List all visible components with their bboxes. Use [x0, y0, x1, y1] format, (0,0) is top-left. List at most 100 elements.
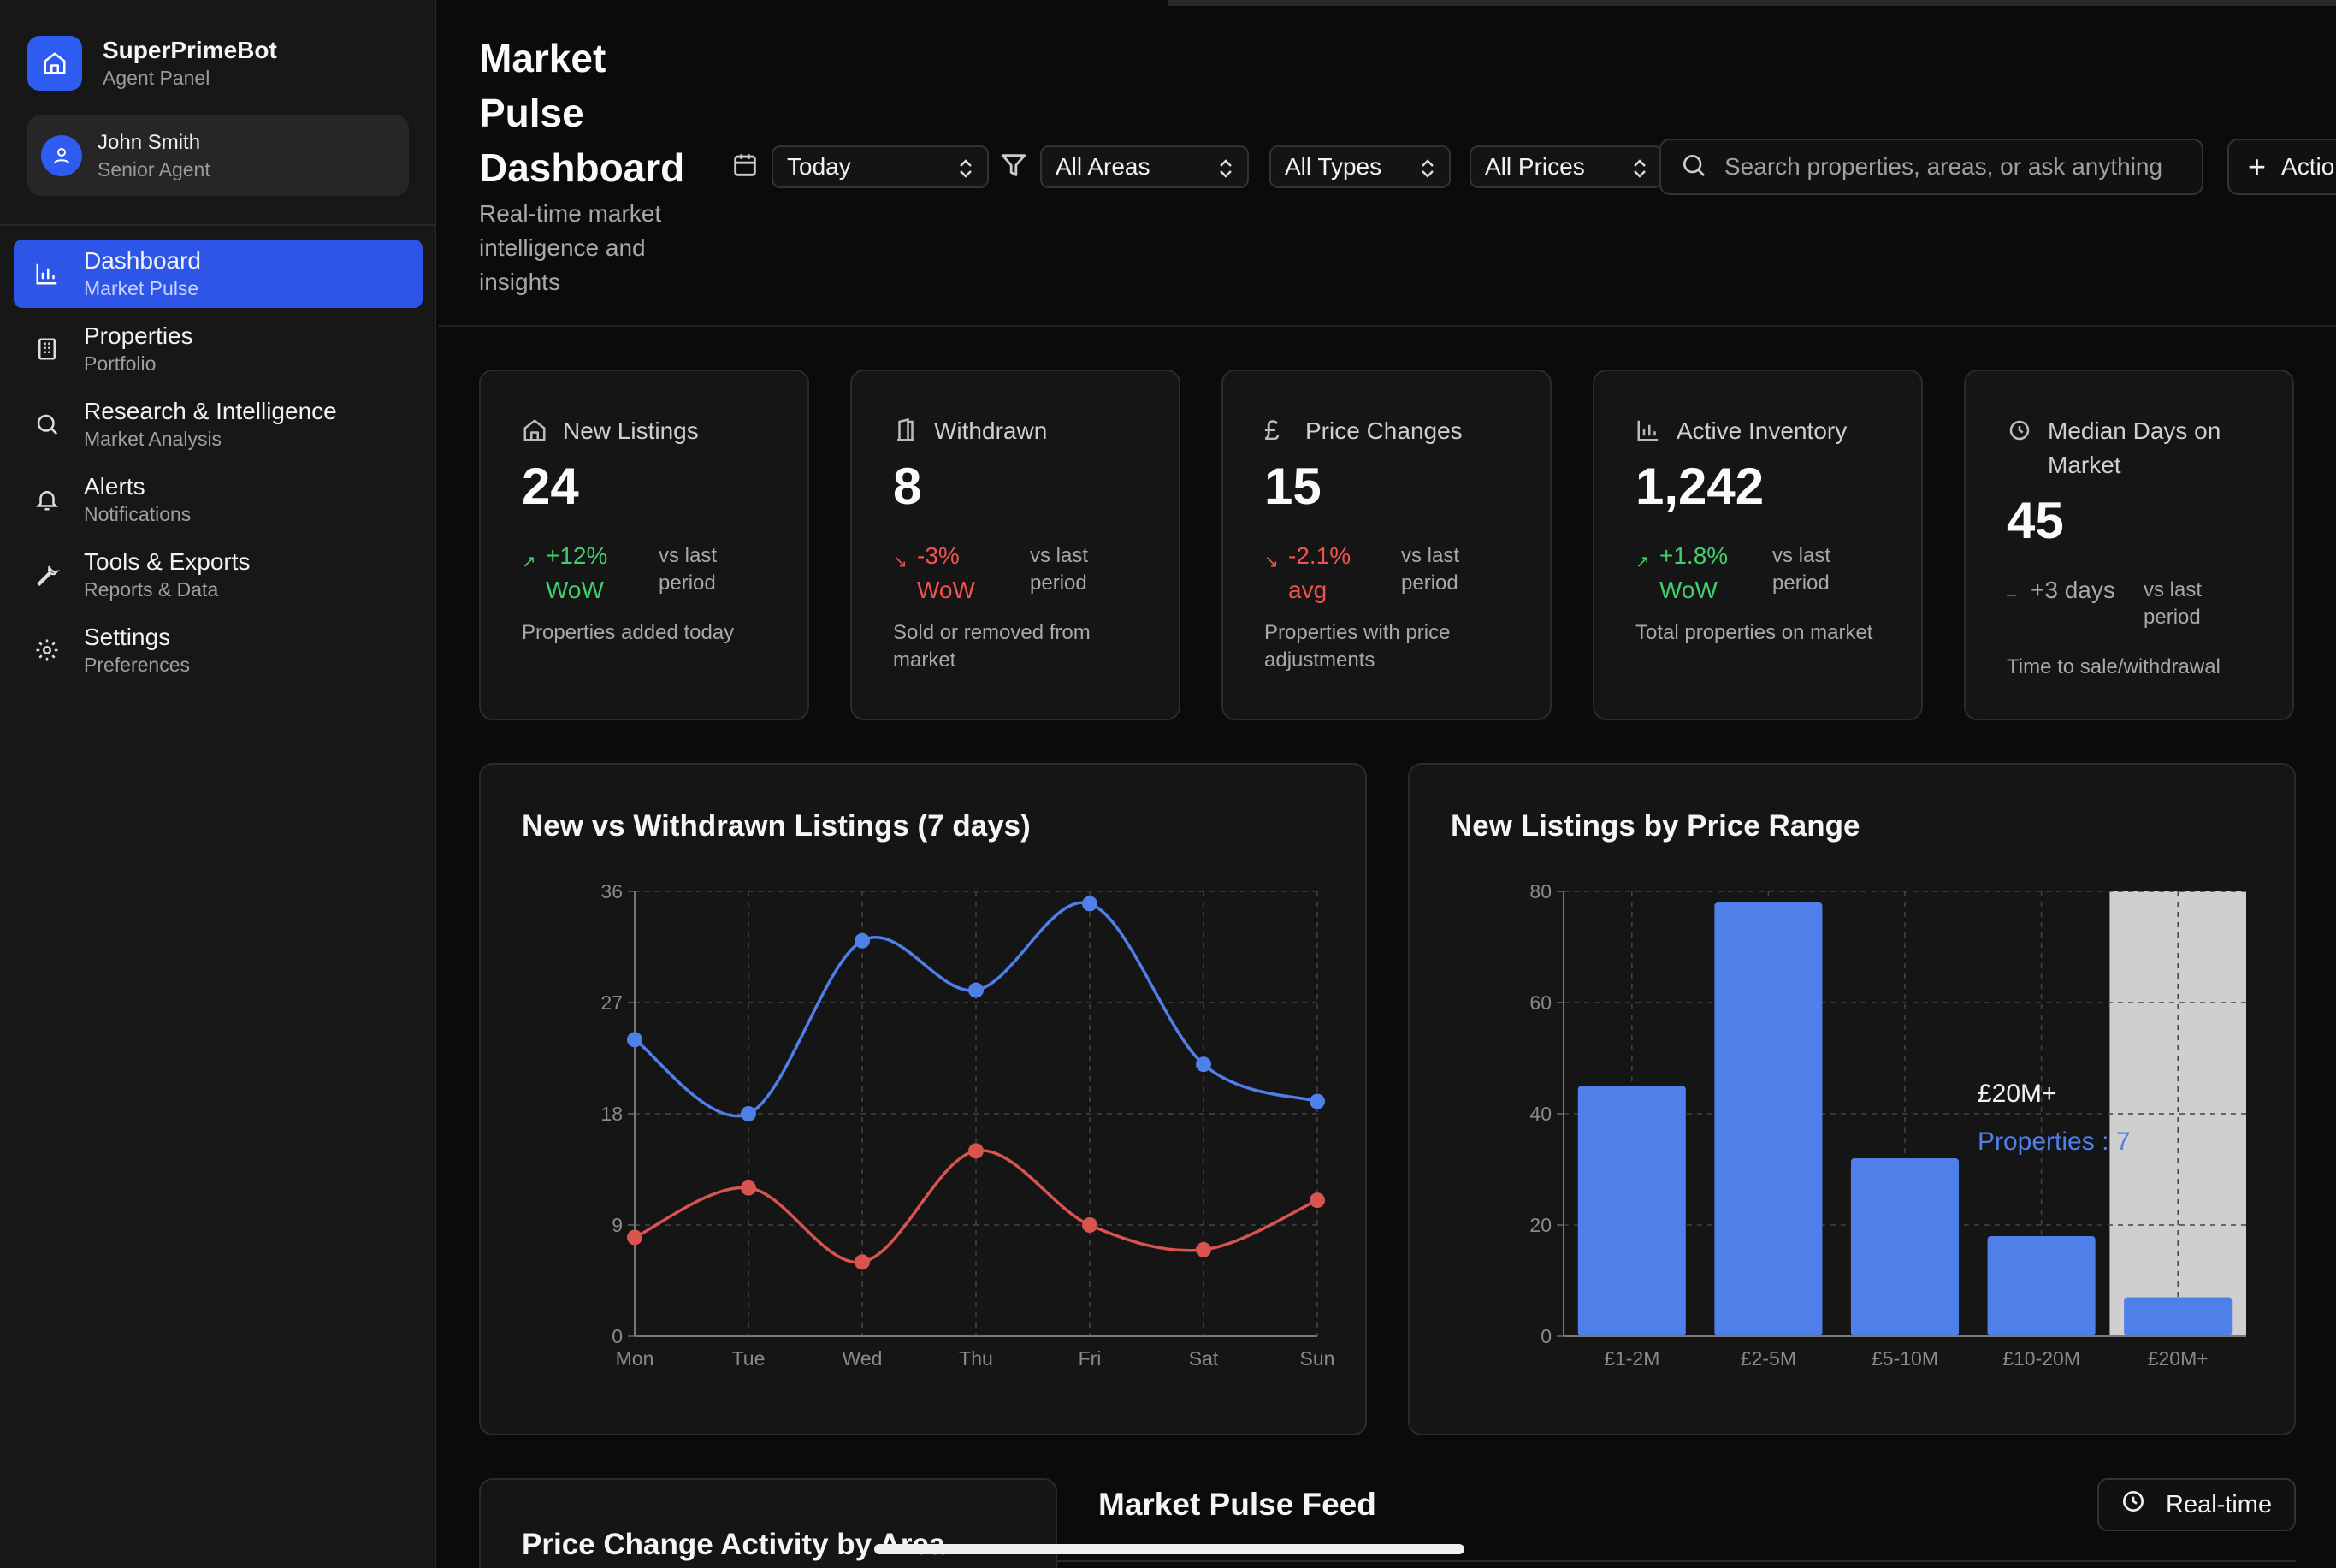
trend-up-icon: ↗ [1635, 553, 1650, 571]
data-point-new [1082, 896, 1097, 912]
actions-button-label: Actions [2281, 153, 2336, 180]
user-role: Senior Agent [98, 157, 210, 180]
price-change-activity-card: Price Change Activity by Area [479, 1478, 1057, 1568]
line-chart[interactable]: 0 9 18 27 36 Mon Tue Wed Thu Fri Sat Sun [481, 765, 1369, 1437]
type-filter-select[interactable]: All Types [1269, 145, 1451, 188]
sidebar-item-dashboard[interactable]: Dashboard Market Pulse [14, 240, 423, 308]
kpi-comparison: vs last period [659, 544, 718, 595]
data-point-new [741, 1106, 756, 1121]
sidebar-item-settings[interactable]: Settings Preferences [14, 616, 423, 684]
y-tick-label: 20 [1529, 1214, 1552, 1236]
kpi-value: 1,242 [1635, 458, 1765, 515]
series-line-withdrawn [634, 1149, 1318, 1264]
data-point-new [627, 1032, 642, 1048]
search-box [1659, 139, 2203, 195]
kpi-description: Time to sale/withdrawal [2007, 655, 2221, 678]
y-tick-label: 18 [600, 1103, 623, 1125]
feed-divider [1056, 1560, 2296, 1562]
kpi-card-active-inventory[interactable]: Active Inventory 1,242 ↗ +1.8% WoW vs la… [1593, 370, 1923, 720]
clock-icon [2007, 417, 2032, 443]
sidebar-item-properties[interactable]: Properties Portfolio [14, 315, 423, 383]
kpi-comparison: vs last period [1401, 544, 1460, 595]
sidebar-item-sublabel: Market Pulse [84, 277, 199, 299]
sidebar: SuperPrimeBot Agent Panel John Smith Sen… [0, 0, 436, 1568]
sidebar-item-sublabel: Preferences [84, 654, 191, 676]
tooltip-title: £20M+ [1978, 1080, 2057, 1108]
bar-chart-card: New Listings by Price Range 0 20 40 60 80 £1-… [1408, 763, 2296, 1435]
kpi-card-withdrawn[interactable]: Withdrawn 8 ↘ -3% WoW vs last period Sol… [850, 370, 1180, 720]
sidebar-item-label: Alerts [84, 473, 145, 500]
kpi-description: Total properties on market [1635, 621, 1873, 644]
bar-chart[interactable]: 0 20 40 60 80 £1-2M £2-5M £5-10M £10-20M £20M+ £20… [1410, 765, 2298, 1437]
x-tick-label: £1-2M [1604, 1347, 1659, 1370]
y-tick-label: 40 [1529, 1103, 1552, 1125]
realtime-button-label: Real-time [2166, 1490, 2273, 1518]
price-filter-select[interactable]: All Prices [1470, 145, 1663, 188]
sidebar-item-tools[interactable]: Tools & Exports Reports & Data [14, 541, 423, 609]
sidebar-nav: Dashboard Market Pulse Properties Portfo… [14, 240, 423, 691]
bar [1714, 902, 1823, 1336]
trend-up-icon: ↗ [522, 553, 536, 571]
kpi-change: +1.8% WoW [1659, 542, 1729, 603]
kpi-title: Withdrawn [934, 417, 1048, 444]
brand-subtitle: Agent Panel [103, 67, 210, 89]
user-card[interactable]: John Smith Senior Agent [27, 115, 409, 196]
bar [1577, 1086, 1686, 1336]
bar [1987, 1236, 2096, 1336]
y-tick-label: 80 [1529, 880, 1552, 902]
trend-flat-icon: – [2007, 585, 2017, 604]
area-filter-value: All Areas [1056, 153, 1150, 180]
data-point-withdrawn [968, 1143, 984, 1159]
search-icon [33, 410, 62, 439]
line-chart-card: New vs Withdrawn Listings (7 days) 0 9 18 2… [479, 763, 1367, 1435]
y-tick-label: 36 [600, 880, 623, 902]
kpi-description: Properties added today [522, 621, 735, 644]
sidebar-item-label: Settings [84, 624, 171, 650]
x-tick-label: Wed [843, 1347, 883, 1370]
page-subtitle: Real-time market intelligence and insigh… [479, 200, 662, 295]
data-point-withdrawn [1310, 1192, 1325, 1209]
bar-chart-icon [33, 259, 62, 288]
area-filter-select[interactable]: All Areas [1040, 145, 1249, 188]
kpi-card-new-listings[interactable]: New Listings 24 ↗ +12% WoW vs last perio… [479, 370, 809, 720]
data-point-withdrawn [627, 1229, 642, 1246]
kpi-card-price-changes[interactable]: £ Price Changes 15 ↘ -2.1% avg vs last p… [1221, 370, 1552, 720]
x-tick-label: Sun [1300, 1347, 1335, 1370]
kpi-card-median-days[interactable]: Median Days on Market 45 – +3 days vs la… [1964, 370, 2294, 720]
actions-button[interactable]: + Actions [2227, 139, 2336, 195]
x-tick-label: Mon [616, 1347, 654, 1370]
kpi-title: Active Inventory [1677, 417, 1848, 444]
trend-down-icon: ↘ [893, 553, 908, 571]
realtime-button[interactable]: Real-time [2097, 1478, 2296, 1531]
kpi-value: 45 [2007, 492, 2064, 549]
kpi-value: 15 [1264, 458, 1322, 515]
data-point-withdrawn [741, 1180, 756, 1196]
kpi-change: +12% WoW [546, 542, 608, 603]
sidebar-item-sublabel: Market Analysis [84, 428, 222, 450]
sidebar-item-sublabel: Notifications [84, 503, 192, 525]
building-icon [33, 334, 62, 364]
tooltip-value: Properties : 7 [1978, 1127, 2130, 1156]
home-icon [27, 36, 82, 91]
kpi-comparison: vs last period [2144, 578, 2203, 629]
y-tick-label: 9 [612, 1214, 623, 1236]
y-tick-label: 27 [600, 991, 623, 1014]
x-tick-label: Sat [1189, 1347, 1219, 1370]
y-tick-label: 0 [612, 1325, 623, 1347]
filter-icon [999, 151, 1028, 184]
x-tick-label: Thu [959, 1347, 993, 1370]
sidebar-item-alerts[interactable]: Alerts Notifications [14, 465, 423, 534]
kpi-comparison: vs last period [1030, 544, 1089, 595]
kpi-title: Median Days on Market [2048, 417, 2221, 478]
y-tick-label: 0 [1541, 1325, 1552, 1347]
chart-title: New Listings by Price Range [1451, 809, 1860, 843]
door-icon [893, 417, 919, 443]
kpi-change: -3% WoW [917, 542, 975, 603]
search-input[interactable] [1724, 153, 2202, 180]
sidebar-item-research[interactable]: Research & Intelligence Market Analysis [14, 390, 423, 459]
top-progress-line [1168, 0, 2336, 6]
data-point-new [1196, 1056, 1211, 1073]
date-filter-select[interactable]: Today [772, 145, 989, 188]
trend-down-icon: ↘ [1264, 553, 1279, 571]
